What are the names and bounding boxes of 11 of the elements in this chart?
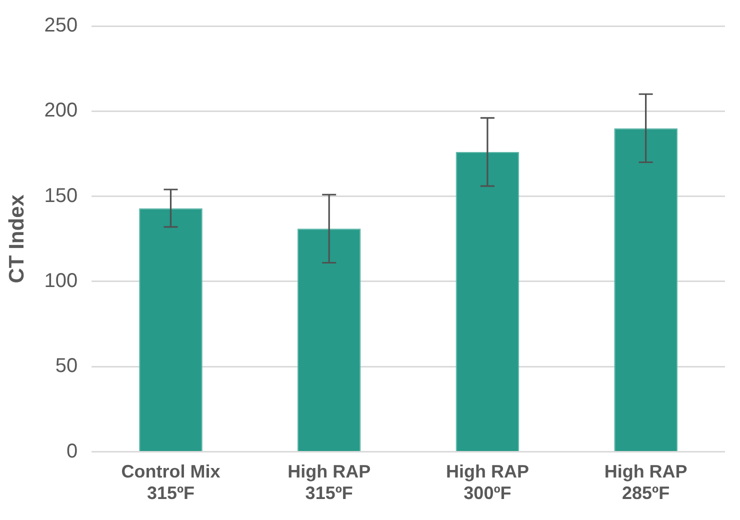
y-axis-title: CT Index: [5, 194, 28, 284]
x-tick-label: High RAP 300ºF: [446, 462, 529, 504]
x-tick-label: Control Mix 315ºF: [121, 462, 220, 504]
y-tick-label: 150: [44, 184, 78, 207]
x-tick-label: High RAP 285ºF: [604, 462, 688, 504]
y-tick-label: 0: [66, 440, 78, 462]
y-tick-label: 250: [44, 14, 78, 37]
y-tick-label: 100: [44, 270, 78, 292]
y-tick-label: 200: [44, 100, 78, 122]
y-tick-label: 50: [55, 355, 78, 378]
x-tick-label: High RAP 315ºF: [288, 462, 371, 504]
